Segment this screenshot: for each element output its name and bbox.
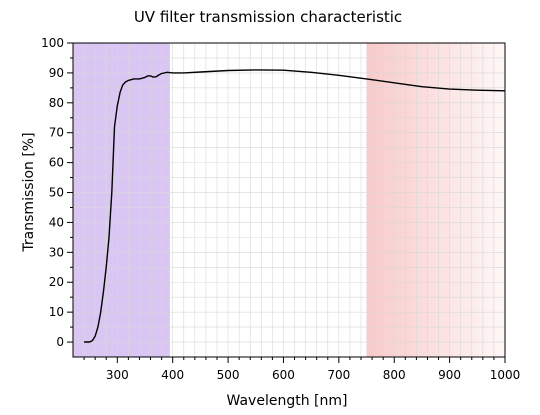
y-axis: 0 10 20 30 40 50 60 70 80 90 100: [41, 36, 73, 349]
y-axis-title: Transmission [%]: [21, 132, 37, 252]
chart-title: UV filter transmission characteristic: [134, 8, 402, 26]
y-tick-label: 80: [49, 96, 64, 110]
x-tick-label: 600: [272, 368, 295, 382]
y-tick-label: 40: [49, 215, 64, 229]
transmission-line: [84, 69, 506, 343]
y-tick-label: 70: [49, 126, 64, 140]
x-tick-label: 1000: [490, 368, 521, 382]
x-tick-label: 300: [106, 368, 129, 382]
series-lines: [84, 69, 506, 343]
x-tick-label: 800: [383, 368, 406, 382]
plot-frame: [72, 42, 506, 358]
y-tick-label: 100: [41, 36, 64, 50]
grid: [73, 42, 506, 357]
y-tick-label: 20: [49, 275, 64, 289]
y-tick-label: 50: [49, 186, 64, 200]
y-tick-label: 10: [49, 305, 64, 319]
x-tick-label: 500: [217, 368, 240, 382]
y-tick-label: 30: [49, 245, 64, 259]
uv-band: [73, 43, 170, 357]
x-axis-title: Wavelength [nm]: [227, 393, 348, 409]
x-tick-label: 700: [327, 368, 350, 382]
x-tick-label: 400: [161, 368, 184, 382]
y-tick-label: 0: [56, 335, 64, 349]
y-tick-label: 90: [49, 66, 64, 80]
x-tick-label: 900: [438, 368, 461, 382]
y-tick-label: 60: [49, 156, 64, 170]
x-axis: 300 400 500 600 700 800 900 1000: [83, 357, 521, 382]
shaded-bands: [73, 43, 505, 357]
ir-band: [366, 43, 505, 357]
